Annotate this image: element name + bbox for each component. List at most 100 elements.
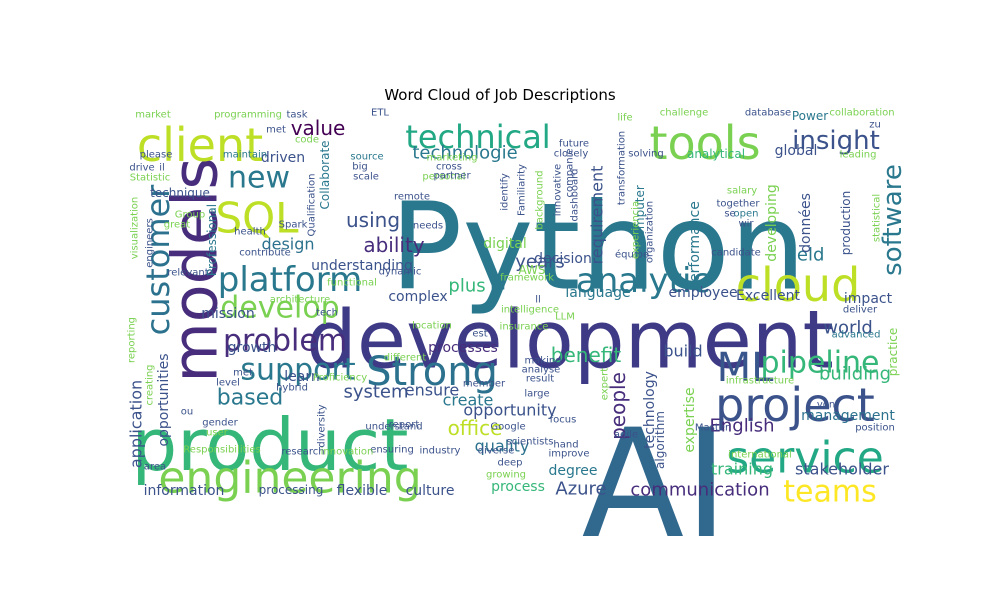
word-identify: identify <box>500 173 511 211</box>
word-statistical: statistical <box>872 194 883 242</box>
word-great: great <box>164 220 191 231</box>
word-met: met <box>266 125 286 136</box>
word-collaborate: Collaborate <box>318 140 332 209</box>
word-code: code <box>295 135 319 146</box>
word-insurance: insurance <box>500 322 549 333</box>
word-plus: plus <box>448 276 485 297</box>
word-understanding: understanding <box>311 258 413 274</box>
word-information: information <box>144 483 225 499</box>
word-marketing: marketing <box>427 153 478 164</box>
word-companie: companie <box>565 148 576 197</box>
word-benefit: benefit <box>551 343 622 367</box>
word-maintain: maintain <box>223 150 267 161</box>
word-database: database <box>745 108 791 119</box>
word-ou: ou <box>181 407 193 418</box>
word-cross: cross <box>436 162 462 173</box>
word-using: using <box>346 208 400 232</box>
word-open: open <box>734 209 759 220</box>
word-result: result <box>526 374 554 385</box>
word-processing: processing <box>259 483 324 497</box>
word-analytical: analytical <box>687 147 745 161</box>
word-met: met <box>233 368 253 379</box>
word-based: based <box>217 386 283 411</box>
word-task: task <box>286 110 307 121</box>
word-bi: BI <box>490 275 506 294</box>
word-von: von <box>817 400 835 411</box>
word-understand: understand <box>365 422 422 433</box>
word-practice: practice <box>886 328 900 377</box>
word-familiarity: Familiarity <box>517 164 528 216</box>
word-platform: platform <box>218 260 362 300</box>
word-cloud-words: PythonAIdevelopmentproductmodelsengineer… <box>127 108 909 573</box>
word-ll: ll <box>535 295 541 306</box>
word-international: international <box>728 450 792 461</box>
word-python: Python <box>390 179 806 318</box>
word-years: years <box>515 252 565 273</box>
word-engineers: engineers <box>145 218 156 268</box>
word-sql: SQL <box>215 194 299 243</box>
word-future: future <box>559 139 589 150</box>
word-please: please <box>140 150 173 161</box>
word-leading: leading <box>840 150 877 161</box>
word-complex: complex <box>388 289 447 305</box>
word-aws: AWS <box>518 263 545 277</box>
word-etl: ETL <box>371 108 389 119</box>
word-training: training <box>711 460 773 479</box>
word-diversity: diversity <box>317 404 328 447</box>
word-product: product <box>132 403 409 487</box>
word-design: design <box>261 235 314 254</box>
word-global: global <box>775 143 818 159</box>
word-analytic: analytic <box>576 261 710 301</box>
word-build: build <box>663 342 702 361</box>
word-azure: Azure <box>555 479 606 500</box>
word-location: location <box>412 321 452 332</box>
word-expert: expert <box>600 368 611 401</box>
word-develop: develop <box>220 291 339 326</box>
word-challenge: challenge <box>660 108 709 119</box>
word-source: source <box>350 152 383 163</box>
word-ml: ML <box>717 345 775 391</box>
word-insight: insight <box>792 126 880 156</box>
word-pipeline: pipeline <box>760 346 879 381</box>
word-proficiency: Proficiency <box>313 373 367 384</box>
word-professional: Professional <box>205 204 219 276</box>
word-system: system <box>343 382 408 403</box>
word-people: people <box>606 372 630 440</box>
word-power: Power <box>792 109 828 123</box>
word-ai: AI <box>582 398 729 572</box>
word-salary: salary <box>727 186 757 197</box>
word-communication: communication <box>630 480 769 501</box>
word-experiencia: experiencia <box>631 201 642 259</box>
word-équipe: équipe <box>615 249 649 261</box>
word-partner: partner <box>433 171 471 182</box>
word-qualification: Qualification <box>307 174 318 237</box>
word-llm: LLM <box>555 312 575 323</box>
word-relevant: relevant <box>167 268 208 279</box>
word-member: member <box>463 379 506 390</box>
word-new: new <box>228 161 290 196</box>
word-value: value <box>291 116 346 140</box>
word-closely: closely <box>554 149 589 160</box>
word-field: field <box>786 245 825 266</box>
word-innovation: innovation <box>321 447 374 458</box>
word-contribute: contribute <box>239 248 291 259</box>
word-se: se <box>724 209 735 220</box>
word-intelligence: intelligence <box>501 305 559 316</box>
word-solving: solving <box>628 149 664 160</box>
word-create: create <box>443 391 494 410</box>
word-excellent: Excellent <box>736 288 800 304</box>
word-personal: personal <box>422 172 465 183</box>
word-world: world <box>823 318 873 339</box>
word-strong: Strong <box>366 349 498 395</box>
word-support: support <box>240 353 355 388</box>
word-models: models <box>159 157 232 382</box>
word-candidate: candidate <box>711 248 761 259</box>
word-advanced: advanced <box>832 330 881 341</box>
word-big: big <box>352 162 367 173</box>
word-background: background <box>535 170 546 229</box>
word-area: area <box>144 462 166 473</box>
word-digital: digital <box>483 236 527 252</box>
word-spark: Spark <box>279 220 308 231</box>
word-requirement: requirement <box>588 166 607 265</box>
